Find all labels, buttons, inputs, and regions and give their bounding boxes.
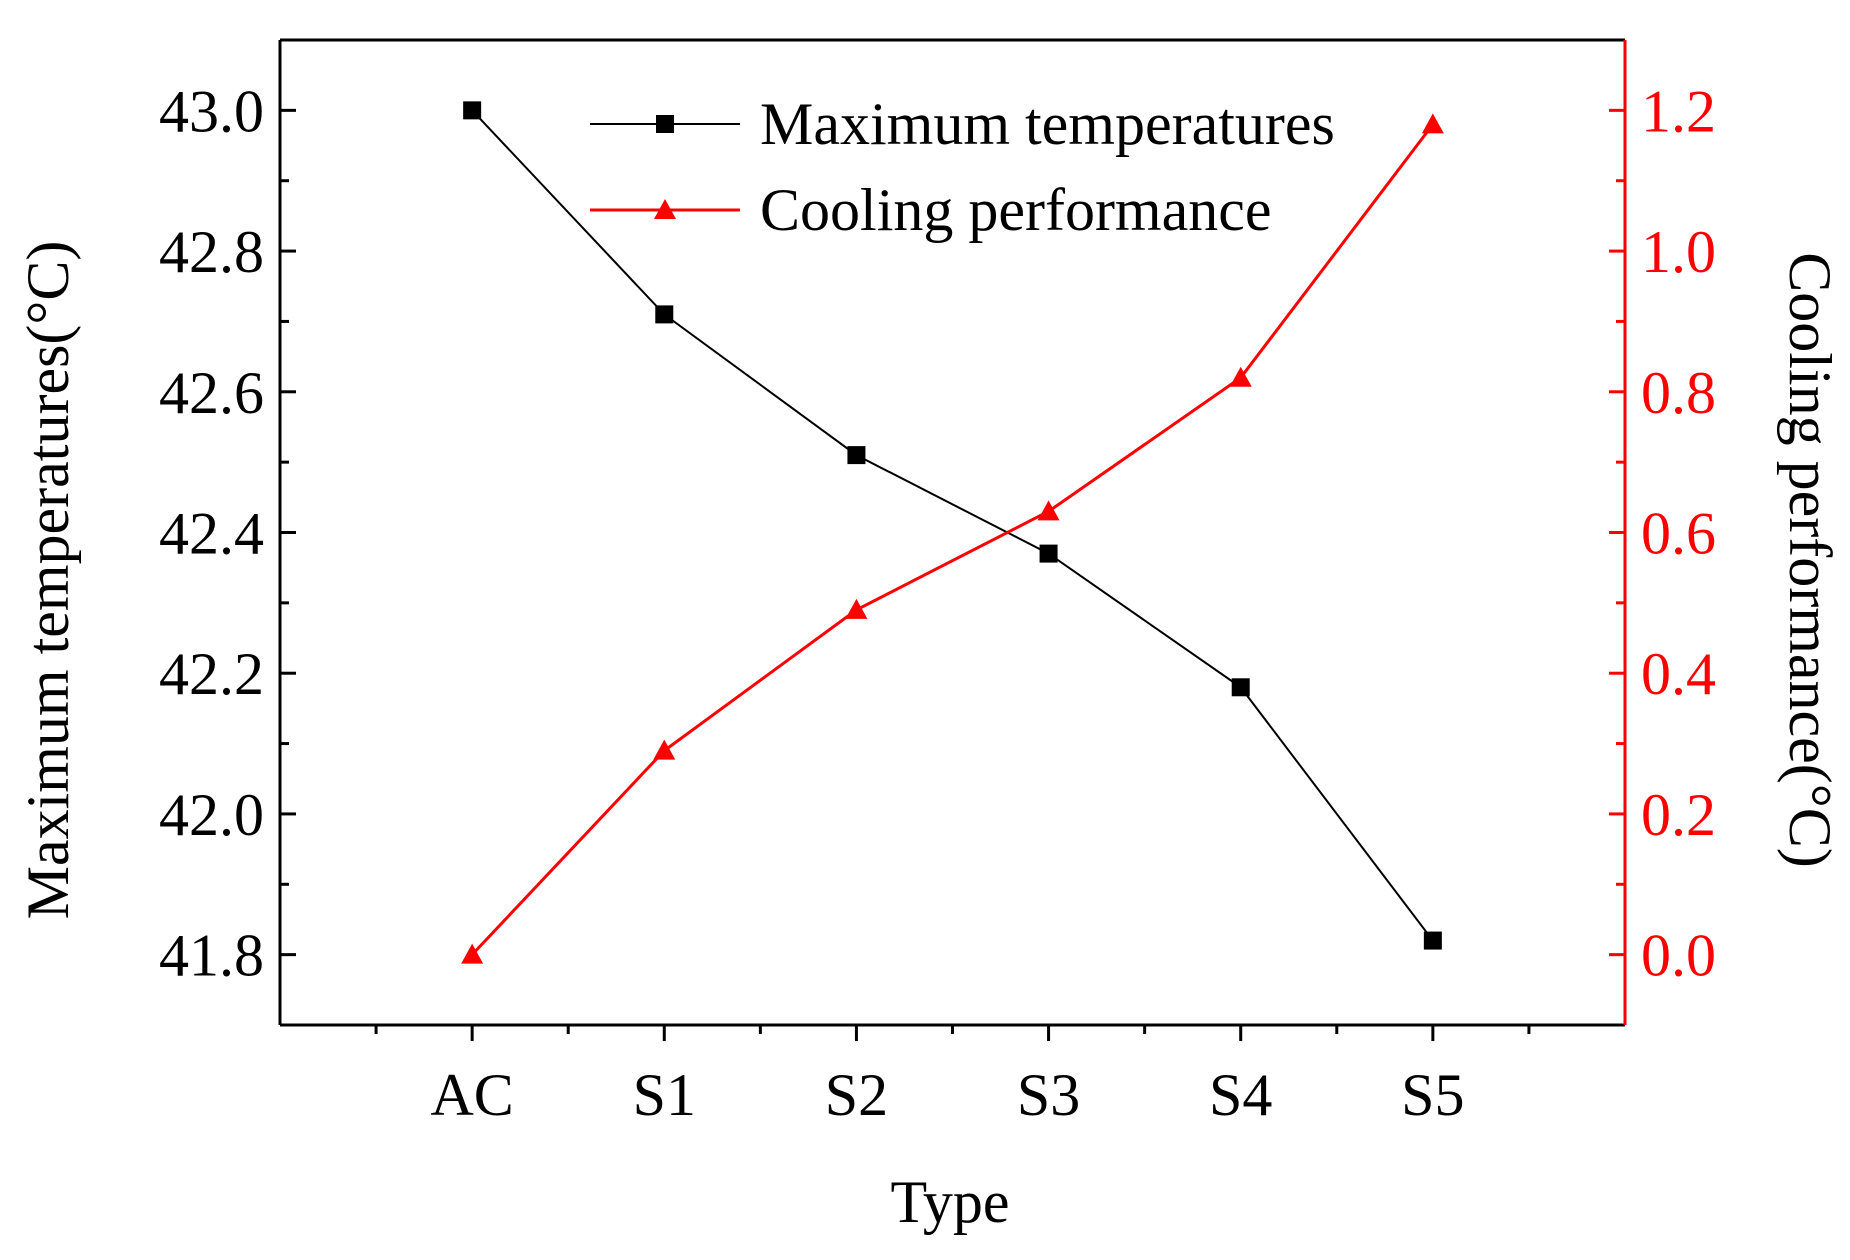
series-line [471, 123, 1435, 956]
x-tick-label: S3 [1017, 1062, 1080, 1128]
legend-label: Maximum temperatures [760, 91, 1335, 157]
data-point [1423, 931, 1442, 950]
right-tick-label: 0.8 [1641, 360, 1716, 426]
right-tick-label: 0.6 [1641, 501, 1716, 567]
data-point [653, 739, 676, 760]
x-axis-title: Type [890, 1169, 1009, 1235]
series-line [471, 109, 1434, 942]
data-point [845, 598, 868, 619]
x-tick-label: S2 [825, 1062, 888, 1128]
left-tick-label: 41.8 [159, 923, 264, 989]
left-y-axis-title: Maximum temperatures(°C) [15, 241, 81, 920]
right-tick-label: 0.4 [1641, 641, 1716, 707]
legend-label: Cooling performance [760, 177, 1272, 243]
right-tick-label: 1.0 [1641, 219, 1716, 285]
x-axis: AC S1 S2 S3 S4 S5 [374, 1025, 1531, 1128]
series-maximum-temperatures [463, 101, 1442, 950]
legend-marker [656, 115, 674, 133]
right-tick-label: 0.2 [1641, 782, 1716, 848]
left-tick-label: 43.0 [159, 78, 264, 144]
legend-marker [654, 199, 676, 219]
x-tick-label: S4 [1209, 1062, 1272, 1128]
left-tick-label: 42.4 [159, 501, 264, 567]
data-point [1037, 500, 1060, 521]
right-tick-label: 1.2 [1641, 78, 1716, 144]
data-point [1231, 678, 1250, 697]
data-point [1039, 544, 1058, 563]
x-tick-label: S1 [633, 1062, 696, 1128]
legend: Maximum temperatures Cooling performance [590, 91, 1335, 243]
right-tick-label: 0.0 [1641, 923, 1716, 989]
left-tick-label: 42.0 [159, 782, 264, 848]
legend-item: Cooling performance [590, 177, 1272, 243]
data-point [463, 101, 482, 120]
x-tick-label: S5 [1401, 1062, 1464, 1128]
x-tick-label: AC [430, 1062, 513, 1128]
left-y-axis: 41.8 42.0 42.2 42.4 42.6 42.8 43.0 [159, 78, 296, 989]
data-point [1421, 113, 1444, 134]
left-tick-label: 42.8 [159, 219, 264, 285]
data-point [461, 943, 484, 964]
data-point [655, 305, 674, 324]
series-layer [461, 101, 1444, 964]
right-y-axis: 0.0 0.2 0.4 0.6 0.8 1.0 1.2 [1609, 78, 1716, 989]
legend-item: Maximum temperatures [590, 91, 1335, 157]
data-point [1229, 366, 1252, 387]
data-point [847, 446, 866, 465]
series-cooling-performance [461, 113, 1444, 964]
left-tick-label: 42.2 [159, 641, 264, 707]
left-tick-label: 42.6 [159, 360, 264, 426]
right-y-axis-title: Cooling performance(°C) [1777, 252, 1843, 867]
